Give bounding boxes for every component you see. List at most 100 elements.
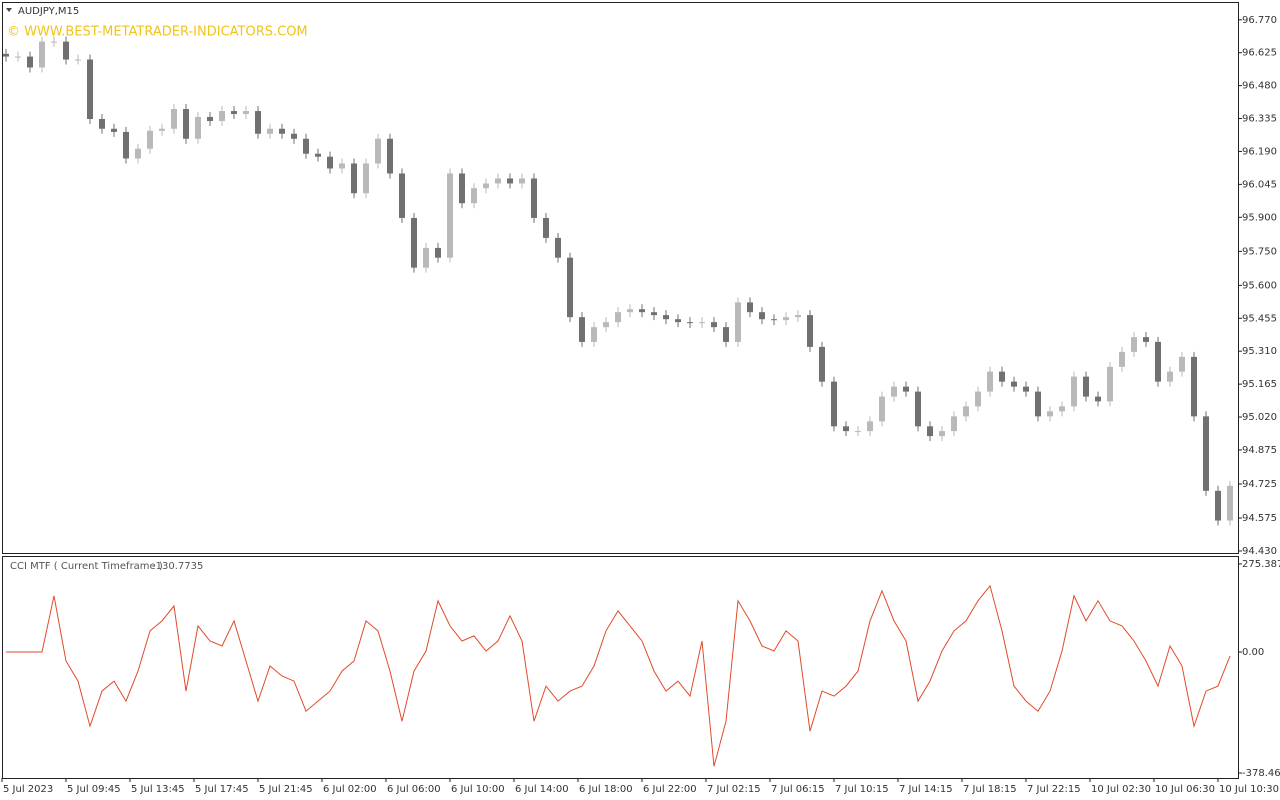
- candle-body: [531, 178, 537, 218]
- symbol-title: AUDJPY,M15: [18, 6, 79, 17]
- candle-body: [387, 138, 393, 174]
- candle-body: [27, 56, 33, 68]
- candle-body: [1131, 337, 1137, 352]
- candle-body: [171, 109, 177, 129]
- y-tick-label: -378.463: [1242, 768, 1280, 779]
- candle-body: [699, 322, 705, 324]
- candle-body: [75, 59, 81, 61]
- candle-body: [519, 178, 525, 184]
- candle-body: [1119, 351, 1125, 367]
- candle-body: [99, 118, 105, 129]
- candle-body: [399, 173, 405, 218]
- x-tick-label: 6 Jul 10:00: [451, 784, 505, 795]
- watermark: © WWW.BEST-METATRADER-INDICATORS.COM: [7, 25, 308, 40]
- x-tick-label: 6 Jul 14:00: [515, 784, 569, 795]
- candle-body: [423, 247, 429, 268]
- candle-body: [1035, 391, 1041, 417]
- y-tick-label: 95.020: [1242, 412, 1277, 423]
- candle-body: [711, 322, 717, 328]
- candle-body: [15, 56, 21, 58]
- candle-body: [1179, 356, 1185, 372]
- candle-body: [183, 109, 189, 139]
- candle-body: [339, 163, 345, 169]
- candle-body: [603, 322, 609, 328]
- candle-body: [1011, 381, 1017, 387]
- candle-body: [819, 346, 825, 382]
- candle-body: [147, 130, 153, 149]
- y-tick-label: 95.900: [1242, 212, 1277, 223]
- y-tick-label: 0.00: [1242, 647, 1264, 658]
- candle-body: [159, 128, 165, 131]
- x-tick-label: 6 Jul 18:00: [579, 784, 633, 795]
- candle-body: [1143, 337, 1149, 342]
- candle-body: [219, 111, 225, 122]
- candle-body: [459, 173, 465, 204]
- candle-body: [327, 156, 333, 169]
- candle-body: [687, 322, 693, 324]
- candle-body: [555, 237, 561, 258]
- candle-body: [879, 396, 885, 422]
- candle-body: [471, 188, 477, 204]
- candle-body: [639, 309, 645, 313]
- x-tick-label: 7 Jul 18:15: [963, 784, 1017, 795]
- y-tick-label: 94.430: [1242, 546, 1277, 557]
- x-tick-label: 10 Jul 02:30: [1091, 784, 1151, 795]
- candle-body: [1059, 406, 1065, 412]
- candle-body: [591, 327, 597, 342]
- indicator-value: -130.7735: [152, 561, 203, 572]
- candle-body: [987, 371, 993, 392]
- cci-line: [6, 584, 1231, 767]
- candle-body: [831, 381, 837, 427]
- candle-body: [939, 431, 945, 437]
- candle-body: [483, 183, 489, 189]
- candle-body: [927, 426, 933, 437]
- candle-body: [651, 312, 657, 316]
- y-tick-label: 96.335: [1242, 114, 1277, 125]
- candle-body: [1083, 376, 1089, 397]
- candle-body: [351, 163, 357, 194]
- y-tick-label: 95.750: [1242, 246, 1277, 257]
- candle-body: [1191, 356, 1197, 417]
- candle-body: [375, 138, 381, 164]
- x-tick-label: 7 Jul 14:15: [899, 784, 953, 795]
- candle-body: [87, 59, 93, 119]
- candle-body: [39, 41, 45, 68]
- candle-body: [1047, 411, 1053, 417]
- x-tick-label: 5 Jul 2023: [3, 784, 53, 795]
- x-tick-label: 6 Jul 06:00: [387, 784, 441, 795]
- candle-body: [759, 312, 765, 320]
- candle-body: [123, 131, 129, 159]
- candle-body: [1227, 485, 1233, 521]
- indicator-title: CCI MTF ( Current Timeframe ): [10, 561, 163, 572]
- candle-body: [891, 386, 897, 397]
- candle-body: [1023, 386, 1029, 392]
- candle-body: [1215, 490, 1221, 521]
- y-tick-label: 95.600: [1242, 280, 1277, 291]
- x-tick-label: 7 Jul 02:15: [707, 784, 761, 795]
- candle-body: [963, 406, 969, 417]
- candle-body: [975, 391, 981, 407]
- menu-arrow[interactable]: [6, 8, 12, 12]
- x-tick-label: 7 Jul 06:15: [771, 784, 825, 795]
- candle-body: [1095, 396, 1101, 402]
- x-tick-label: 5 Jul 13:45: [131, 784, 185, 795]
- candle-body: [663, 315, 669, 320]
- candle-body: [771, 319, 777, 321]
- candle-body: [675, 319, 681, 323]
- candle-body: [627, 309, 633, 313]
- candle-body: [195, 116, 201, 139]
- candle-body: [495, 178, 501, 184]
- candle-body: [783, 317, 789, 321]
- indicator-panel: [2, 556, 1239, 779]
- x-tick-label: 6 Jul 02:00: [323, 784, 377, 795]
- x-tick-label: 10 Jul 10:30: [1219, 784, 1279, 795]
- y-tick-label: 96.045: [1242, 179, 1277, 190]
- candle-body: [1155, 341, 1161, 382]
- candle-body: [915, 391, 921, 427]
- candle-body: [51, 41, 57, 43]
- y-tick-label: 94.575: [1242, 513, 1277, 524]
- candle-body: [231, 111, 237, 114]
- candle-body: [567, 257, 573, 318]
- y-tick-label: 96.190: [1242, 146, 1277, 157]
